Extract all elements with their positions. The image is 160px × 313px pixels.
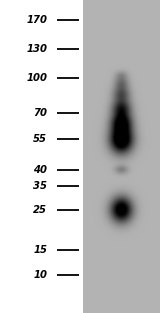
Text: 55: 55 xyxy=(33,134,47,144)
Text: 70: 70 xyxy=(33,108,47,118)
Text: 25: 25 xyxy=(33,205,47,215)
FancyBboxPatch shape xyxy=(83,0,160,313)
Text: 100: 100 xyxy=(26,73,47,83)
Text: 130: 130 xyxy=(26,44,47,54)
Text: 10: 10 xyxy=(33,270,47,280)
Text: 35: 35 xyxy=(33,181,47,191)
Text: 15: 15 xyxy=(33,245,47,255)
Text: 170: 170 xyxy=(26,15,47,25)
Text: 40: 40 xyxy=(33,165,47,175)
